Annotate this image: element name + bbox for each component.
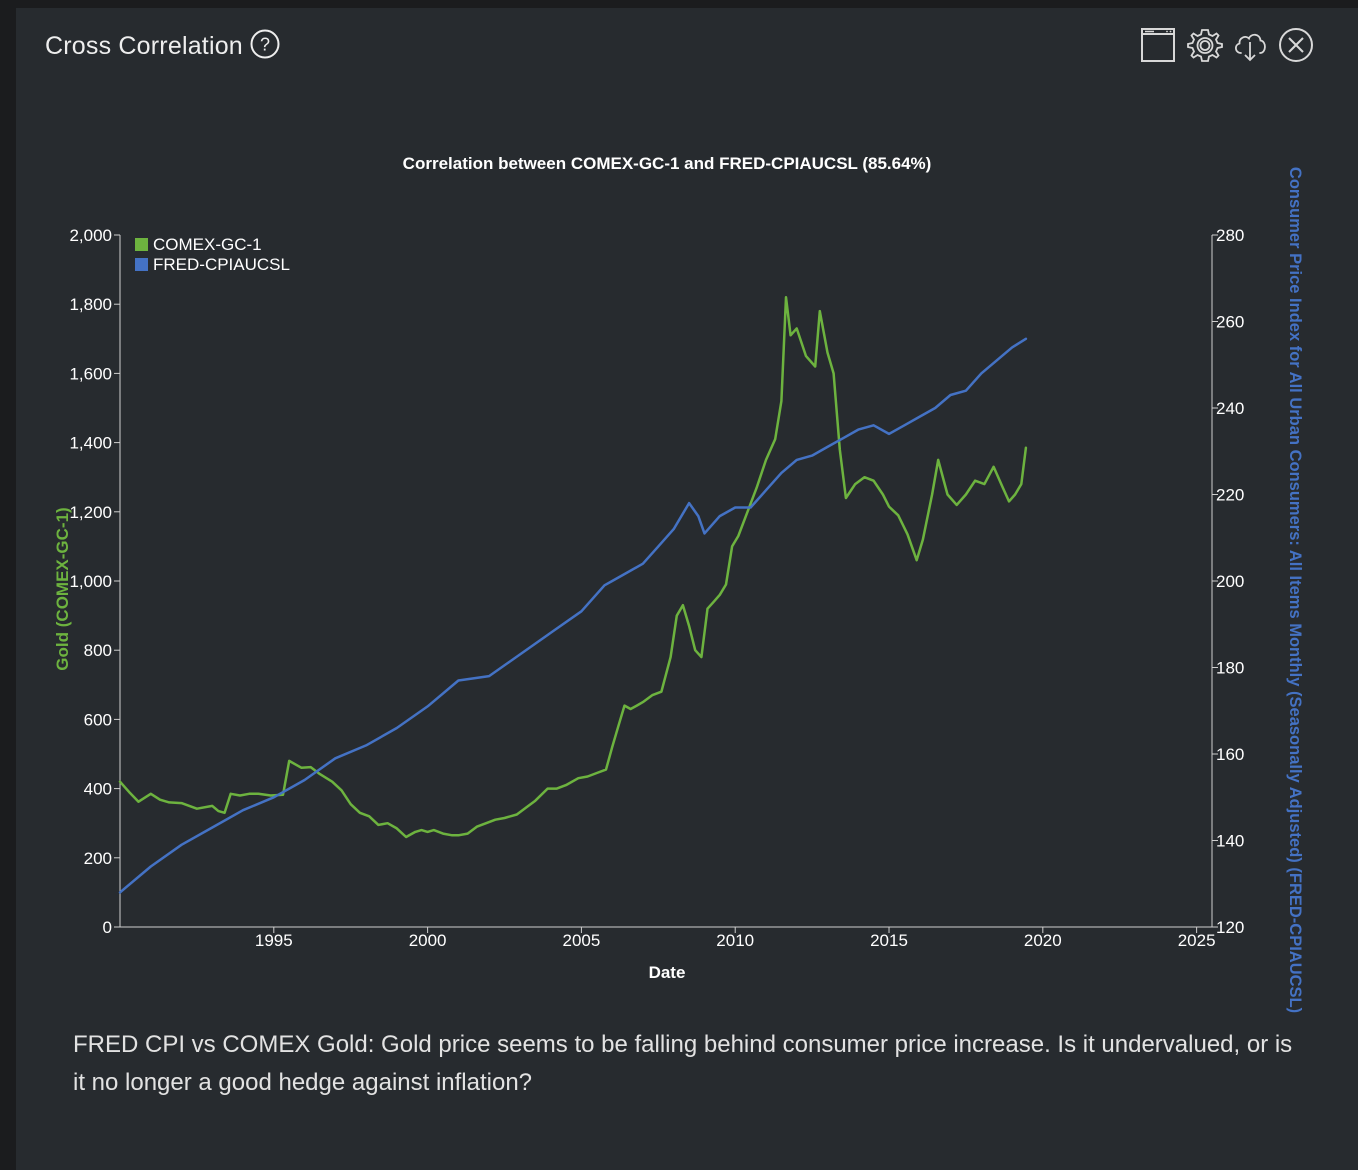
help-circle-icon[interactable]: ? bbox=[250, 29, 280, 59]
correlation-chart: Correlation between COMEX-GC-1 and FRED-… bbox=[53, 154, 1304, 1013]
close-circle-icon[interactable] bbox=[1278, 27, 1314, 63]
x-tick-label: 2010 bbox=[716, 931, 754, 950]
x-tick-label: 2005 bbox=[562, 931, 600, 950]
left-tick-label: 1,200 bbox=[69, 503, 112, 522]
chart-title: Correlation between COMEX-GC-1 and FRED-… bbox=[403, 154, 932, 173]
x-tick-label: 2000 bbox=[409, 931, 447, 950]
legend: COMEX-GC-1 FRED-CPIAUCSL bbox=[135, 235, 290, 274]
right-tick-label: 260 bbox=[1216, 313, 1244, 332]
legend-swatch-cpi bbox=[135, 258, 148, 271]
left-tick-label: 1,000 bbox=[69, 572, 112, 591]
cloud-download-icon[interactable] bbox=[1232, 27, 1268, 63]
left-tick-label: 1,600 bbox=[69, 364, 112, 383]
right-tick-label: 120 bbox=[1216, 918, 1244, 937]
legend-swatch-gold bbox=[135, 238, 148, 251]
cross-correlation-panel: Cross Correlation ? Correlation between … bbox=[16, 8, 1358, 1170]
right-tick-label: 240 bbox=[1216, 399, 1244, 418]
right-tick-label: 280 bbox=[1216, 226, 1244, 245]
series-line-gold bbox=[118, 296, 1028, 839]
panel-title: Cross Correlation bbox=[45, 32, 243, 60]
left-tick-label: 600 bbox=[84, 710, 112, 729]
left-tick-label: 800 bbox=[84, 641, 112, 660]
left-tick-label: 400 bbox=[84, 780, 112, 799]
x-tick-label: 2015 bbox=[870, 931, 908, 950]
x-tick-label: 1995 bbox=[255, 931, 293, 950]
right-axis-label: Consumer Price Index for All Urban Consu… bbox=[1286, 167, 1304, 1013]
left-tick-label: 2,000 bbox=[69, 226, 112, 245]
right-tick-label: 140 bbox=[1216, 832, 1244, 851]
right-tick-label: 160 bbox=[1216, 745, 1244, 764]
left-tick-label: 0 bbox=[103, 918, 112, 937]
chart-description: FRED CPI vs COMEX Gold: Gold price seems… bbox=[73, 1031, 1293, 1096]
left-tick-label: 200 bbox=[84, 849, 112, 868]
left-tick-label: 1,800 bbox=[69, 295, 112, 314]
window-icon[interactable] bbox=[1140, 27, 1176, 63]
x-tick-label: 2025 bbox=[1178, 931, 1216, 950]
x-axis-label: Date bbox=[649, 963, 686, 982]
left-tick-label: 1,400 bbox=[69, 434, 112, 453]
right-tick-label: 180 bbox=[1216, 659, 1244, 678]
gear-icon[interactable] bbox=[1187, 27, 1223, 63]
axes: 0 200 400 600 800 1,000 1,200 1,400 1,600 1,800 2,… bbox=[69, 226, 1244, 950]
right-tick-label: 200 bbox=[1216, 572, 1244, 591]
series bbox=[118, 296, 1028, 894]
left-axis-label: Gold (COMEX-GC-1) bbox=[53, 507, 72, 670]
series-line-cpi bbox=[118, 337, 1028, 894]
legend-label-gold: COMEX-GC-1 bbox=[153, 235, 262, 254]
x-tick-label: 2020 bbox=[1024, 931, 1062, 950]
legend-label-cpi: FRED-CPIAUCSL bbox=[153, 255, 290, 274]
svg-text:?: ? bbox=[260, 35, 270, 55]
right-tick-label: 220 bbox=[1216, 486, 1244, 505]
